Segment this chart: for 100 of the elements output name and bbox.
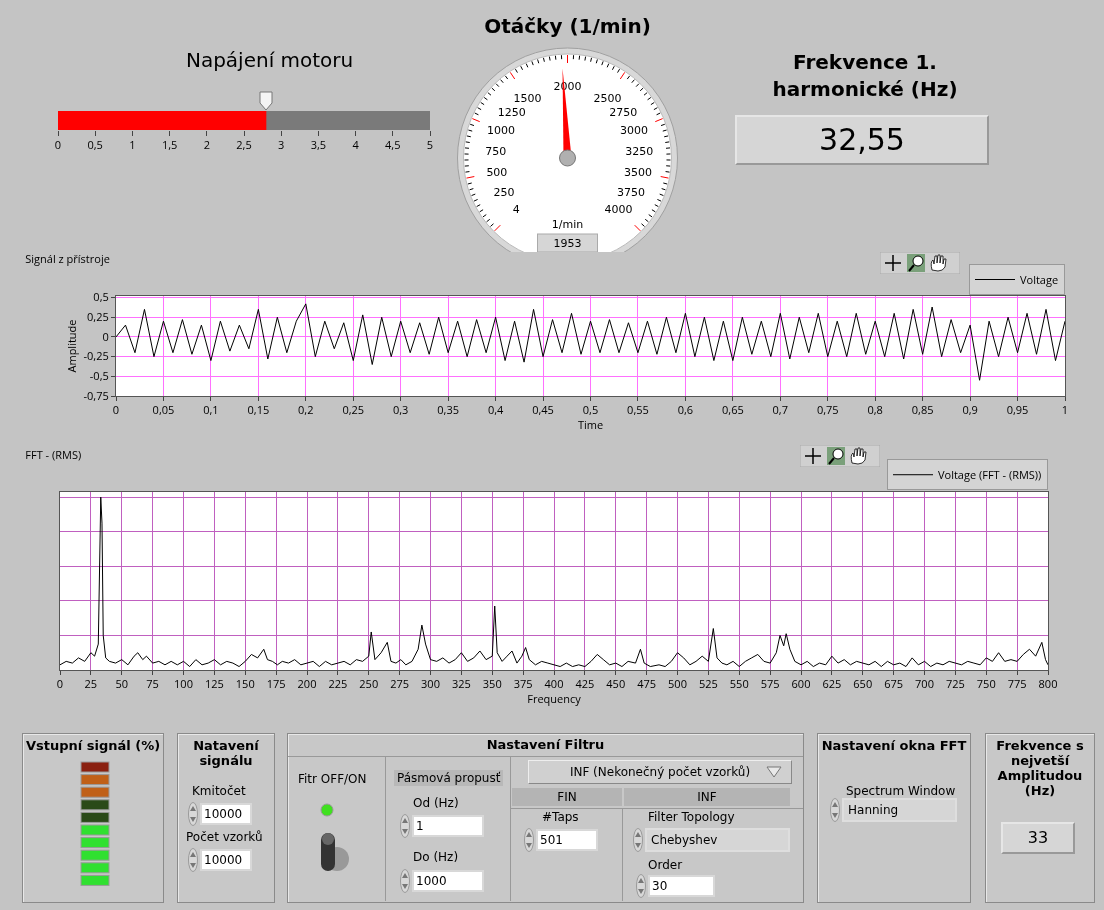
x-tick-label: 0,3 — [392, 402, 409, 418]
x-tick-label: 1 — [1061, 402, 1069, 418]
x-tick-label: 2 — [203, 137, 210, 153]
legend-label: Voltage — [1020, 271, 1059, 287]
x-tick-label: 0 — [54, 137, 62, 153]
text: 3250 — [625, 144, 654, 158]
x-tick-label: 175 — [266, 676, 286, 692]
text: Fitr OFF/ON — [298, 772, 367, 786]
text: Frekvence 1. harmonické (Hz) — [771, 49, 959, 103]
text: INF (Nekonečný počet vzorků) — [528, 760, 792, 784]
text: #Taps — [542, 810, 579, 824]
text: Natavení signálu — [192, 738, 260, 768]
x-tick-label: 1,5 — [161, 137, 178, 153]
text: Nastavení okna FFT — [820, 738, 968, 753]
x-tick-label: 0,35 — [437, 402, 460, 418]
text: 3500 — [624, 166, 653, 180]
text: Otáčky (1/min) — [483, 14, 652, 38]
text: Nastavení Filtru — [288, 734, 803, 757]
x-tick-label: 75 — [146, 676, 159, 692]
x-tick-label: 725 — [945, 676, 965, 692]
y-axis-title: Amplitude — [64, 319, 80, 373]
y-tick-label: -0,25 — [83, 348, 109, 364]
x-tick-label: 400 — [544, 676, 564, 692]
data-label: 1953 — [553, 237, 582, 250]
x-tick-label: 350 — [482, 676, 502, 692]
x-tick-label: 5 — [426, 137, 434, 153]
text: 1/min — [551, 218, 584, 231]
x-tick-label: 4,5 — [385, 137, 401, 153]
x-tick-label: 200 — [297, 676, 317, 692]
text: 501 — [536, 829, 598, 851]
x-tick-label: 575 — [760, 676, 780, 692]
text: Pásmová propusť — [394, 770, 504, 786]
text: 2500 — [593, 92, 622, 106]
x-tick-label: 500 — [668, 676, 687, 692]
text: Od (Hz) — [413, 796, 459, 810]
text: Kmitočet — [192, 784, 246, 798]
text: 10000 — [200, 849, 252, 871]
chart-title: Signál z přístroje — [25, 250, 110, 266]
x-tick-label: 0,2 — [298, 402, 314, 418]
x-tick-label: 525 — [698, 676, 718, 692]
chart-title: Napájení motoru — [185, 48, 354, 73]
x-tick-label: 0,5 — [582, 402, 599, 418]
text: 1000 — [412, 870, 484, 892]
x-tick-label: 800 — [1038, 676, 1058, 692]
x-tick-label: 375 — [513, 676, 533, 692]
y-tick-label: 0,5 — [93, 289, 109, 305]
x-axis-title: Time — [577, 417, 604, 433]
x-tick-label: 100 — [174, 676, 193, 692]
text: INF — [624, 788, 790, 806]
x-tick-label: 0,7 — [772, 402, 789, 418]
x-tick-label: 50 — [115, 676, 129, 692]
x-tick-label: 3,5 — [310, 137, 327, 153]
x-tick-label: 650 — [853, 676, 873, 692]
text: 1250 — [497, 106, 526, 120]
x-tick-label: 0,8 — [867, 402, 883, 418]
x-tick-label: 0,1 — [203, 402, 219, 418]
x-tick-label: 550 — [729, 676, 749, 692]
text: 3750 — [617, 185, 645, 199]
text: 500 — [486, 166, 508, 180]
x-tick-label: 0,65 — [721, 402, 744, 418]
text: Do (Hz) — [413, 850, 459, 864]
x-tick-label: 275 — [390, 676, 410, 692]
text: Hanning — [842, 798, 957, 822]
x-tick-label: 0,25 — [342, 402, 365, 418]
text: FIN — [512, 788, 622, 806]
x-tick-label: 0,55 — [627, 402, 649, 418]
text: 4000 — [604, 202, 633, 216]
chart-title: FFT - (RMS) — [25, 446, 82, 462]
x-tick-label: 125 — [204, 676, 224, 692]
x-tick-label: 250 — [359, 676, 379, 692]
x-tick-label: 625 — [822, 676, 842, 692]
x-tick-label: 0,95 — [1006, 402, 1029, 418]
x-tick-label: 775 — [1007, 676, 1027, 692]
x-tick-label: 600 — [791, 676, 811, 692]
text: 1 — [412, 815, 484, 837]
text: 1000 — [486, 124, 515, 138]
y-tick-label: -0,75 — [83, 387, 109, 403]
y-tick-label: 0 — [102, 328, 109, 344]
text: 33 — [1001, 822, 1075, 854]
x-tick-label: 0,85 — [911, 402, 934, 418]
x-tick-label: 225 — [328, 676, 348, 692]
x-tick-label: 4 — [352, 137, 360, 153]
x-tick-label: 2,5 — [236, 137, 252, 153]
x-tick-label: 0,6 — [677, 402, 694, 418]
x-tick-label: 300 — [421, 676, 440, 692]
x-tick-label: 0,15 — [247, 402, 270, 418]
x-tick-label: 0,4 — [487, 402, 505, 418]
text: Frekvence s nejvetší Amplitudou (Hz) — [995, 738, 1085, 798]
x-tick-label: 450 — [606, 676, 626, 692]
text: 3000 — [620, 124, 649, 138]
text: 32,55 — [735, 115, 989, 165]
y-tick-label: 0,25 — [87, 309, 109, 325]
text: 30 — [648, 875, 715, 897]
x-tick-label: 750 — [976, 676, 996, 692]
x-tick-label: 0 — [56, 676, 64, 692]
x-tick-label: 325 — [451, 676, 471, 692]
text: 250 — [493, 185, 515, 199]
text: 1500 — [513, 92, 542, 106]
text: Chebyshev — [645, 828, 790, 852]
text: 2750 — [609, 106, 638, 120]
